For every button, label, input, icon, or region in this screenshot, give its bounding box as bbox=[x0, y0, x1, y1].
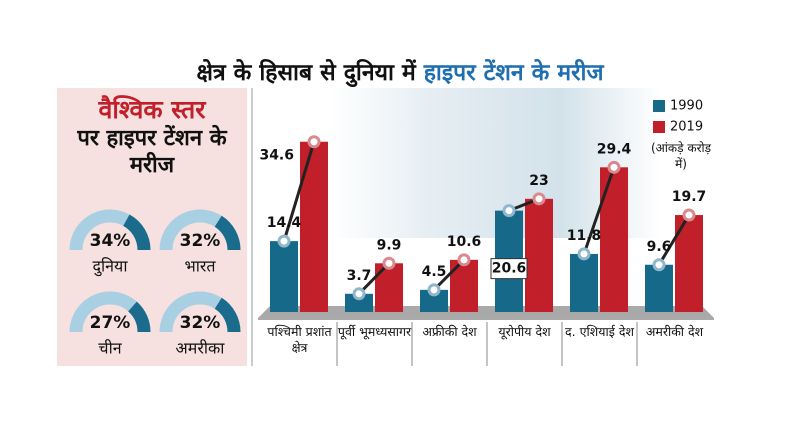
point bbox=[277, 234, 291, 248]
category-label: द. एशियाई देश bbox=[565, 324, 634, 339]
value-label: 3.7 bbox=[347, 268, 372, 284]
point bbox=[382, 256, 396, 270]
panel-subtitle: पर हाइपर टेंशन के मरीज bbox=[77, 126, 227, 178]
category-label: अमरीकी देश bbox=[645, 324, 704, 339]
legend-label: 1990 bbox=[670, 99, 703, 114]
bar bbox=[570, 253, 598, 312]
point bbox=[307, 135, 321, 149]
connector bbox=[657, 214, 691, 266]
gauge-fill bbox=[214, 297, 241, 333]
title-part2: हाइपर टेंशन के मरीज bbox=[423, 60, 604, 86]
panel-title: वैश्विक स्तर bbox=[98, 95, 206, 124]
note: (आंकड़े करोड़ में) bbox=[650, 141, 712, 171]
value-label: 23 bbox=[529, 173, 548, 189]
legend-swatch bbox=[653, 121, 665, 133]
bar bbox=[525, 198, 553, 312]
bar bbox=[420, 289, 448, 312]
point bbox=[352, 287, 366, 301]
category-label: पूर्वी भूमध्यसागर bbox=[337, 324, 412, 339]
connector bbox=[357, 262, 391, 295]
point bbox=[577, 247, 591, 261]
value-label: 11.8 bbox=[567, 228, 602, 244]
gauge-label: अमरीका bbox=[176, 339, 226, 358]
bar bbox=[375, 263, 403, 312]
value-label: 4.5 bbox=[422, 264, 447, 280]
connector bbox=[582, 166, 616, 255]
title-part1: क्षेत्र के हिसाब से दुनिया में bbox=[196, 60, 416, 86]
value-label: 29.4 bbox=[597, 141, 632, 157]
point bbox=[607, 160, 621, 174]
value-label: 9.6 bbox=[647, 239, 672, 255]
point bbox=[502, 204, 516, 218]
gauge-fill bbox=[122, 214, 151, 251]
gauge-fill bbox=[127, 301, 151, 333]
value-label: 19.7 bbox=[672, 189, 707, 205]
gauge-label: दुनिया bbox=[93, 257, 129, 277]
connector bbox=[282, 141, 316, 242]
legend-swatch bbox=[653, 100, 665, 112]
value-label: 20.6 bbox=[492, 261, 527, 277]
gauge-value: 32% bbox=[180, 313, 221, 333]
value-label: 9.9 bbox=[377, 237, 402, 253]
value-label: 10.6 bbox=[447, 234, 482, 250]
gauge-label: भारत bbox=[184, 257, 216, 276]
bar bbox=[300, 141, 328, 312]
gauge-value: 27% bbox=[90, 313, 131, 333]
label-box bbox=[490, 258, 528, 280]
category-label: अफ्रीकी देश bbox=[422, 324, 477, 339]
category-label: पश्चिमी प्रशांत क्षेत्र bbox=[267, 324, 332, 355]
category-label: यूरोपीय देश bbox=[498, 324, 551, 339]
gauge-fill bbox=[214, 215, 241, 251]
connector bbox=[432, 258, 466, 291]
point bbox=[682, 208, 696, 222]
gauge-value: 32% bbox=[180, 231, 221, 251]
point bbox=[427, 283, 441, 297]
bar bbox=[270, 241, 298, 312]
point bbox=[532, 192, 546, 206]
title: क्षेत्र के हिसाब से दुनिया में हाइपर टें… bbox=[0, 55, 800, 87]
bar bbox=[645, 264, 673, 312]
point bbox=[652, 258, 666, 272]
legend-label: 2019 bbox=[670, 120, 703, 135]
bar bbox=[345, 293, 373, 312]
value-label: 14.4 bbox=[267, 215, 302, 231]
bar bbox=[600, 167, 628, 312]
point bbox=[457, 253, 471, 267]
gauge-value: 34% bbox=[90, 231, 131, 251]
value-label: 34.6 bbox=[259, 148, 294, 164]
gauge-label: चीन bbox=[98, 339, 122, 358]
